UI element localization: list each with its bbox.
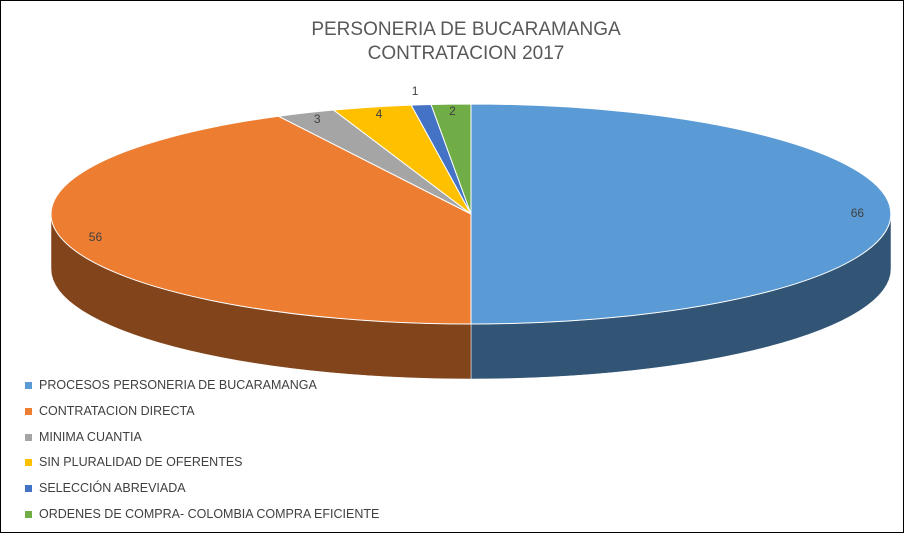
legend-item: ORDENES DE COMPRA- COLOMBIA COMPRA EFICI… — [25, 506, 445, 532]
data-label: 3 — [314, 112, 321, 126]
chart-subtitle: CONTRATACION 2017 — [368, 43, 565, 64]
legend-item: PROCESOS PERSONERIA DE BUCARAMANGA — [25, 378, 445, 404]
slice — [470, 103, 892, 325]
legend-label: MINIMA CUANTIA — [39, 429, 142, 444]
legend-item: MINIMA CUANTIA — [25, 430, 445, 456]
data-label: 2 — [449, 104, 456, 118]
data-label: 1 — [412, 84, 419, 98]
legend-swatch — [25, 382, 32, 389]
legend-item: CONTRATACION DIRECTA — [25, 404, 445, 430]
legend-swatch — [25, 407, 32, 415]
legend-label: PROCESOS PERSONERIA DE BUCARAMANGA — [39, 378, 317, 392]
data-label: 4 — [376, 107, 383, 121]
legend-item: SIN PLURALIDAD DE OFERENTES — [25, 455, 445, 481]
legend-swatch — [25, 485, 32, 493]
legend-swatch — [25, 510, 32, 518]
slice — [430, 103, 472, 215]
data-label: 56 — [89, 230, 103, 244]
slice — [50, 115, 472, 325]
data-label: 66 — [851, 206, 865, 220]
chart-title: PERSONERIA DE BUCARAMANGA — [311, 19, 621, 40]
legend-label: SIN PLURALIDAD DE OFERENTES — [39, 455, 243, 470]
legend-label: SELECCIÓN ABREVIADA — [39, 481, 186, 496]
legend-swatch — [25, 459, 32, 467]
legend: PROCESOS PERSONERIA DE BUCARAMANGA CONTRA… — [25, 378, 445, 532]
legend-label: ORDENES DE COMPRA- COLOMBIA COMPRA EFICI… — [39, 506, 380, 521]
legend-item: SELECCIÓN ABREVIADA — [25, 481, 445, 507]
legend-label: CONTRATACION DIRECTA — [39, 403, 195, 418]
legend-swatch — [25, 433, 32, 441]
